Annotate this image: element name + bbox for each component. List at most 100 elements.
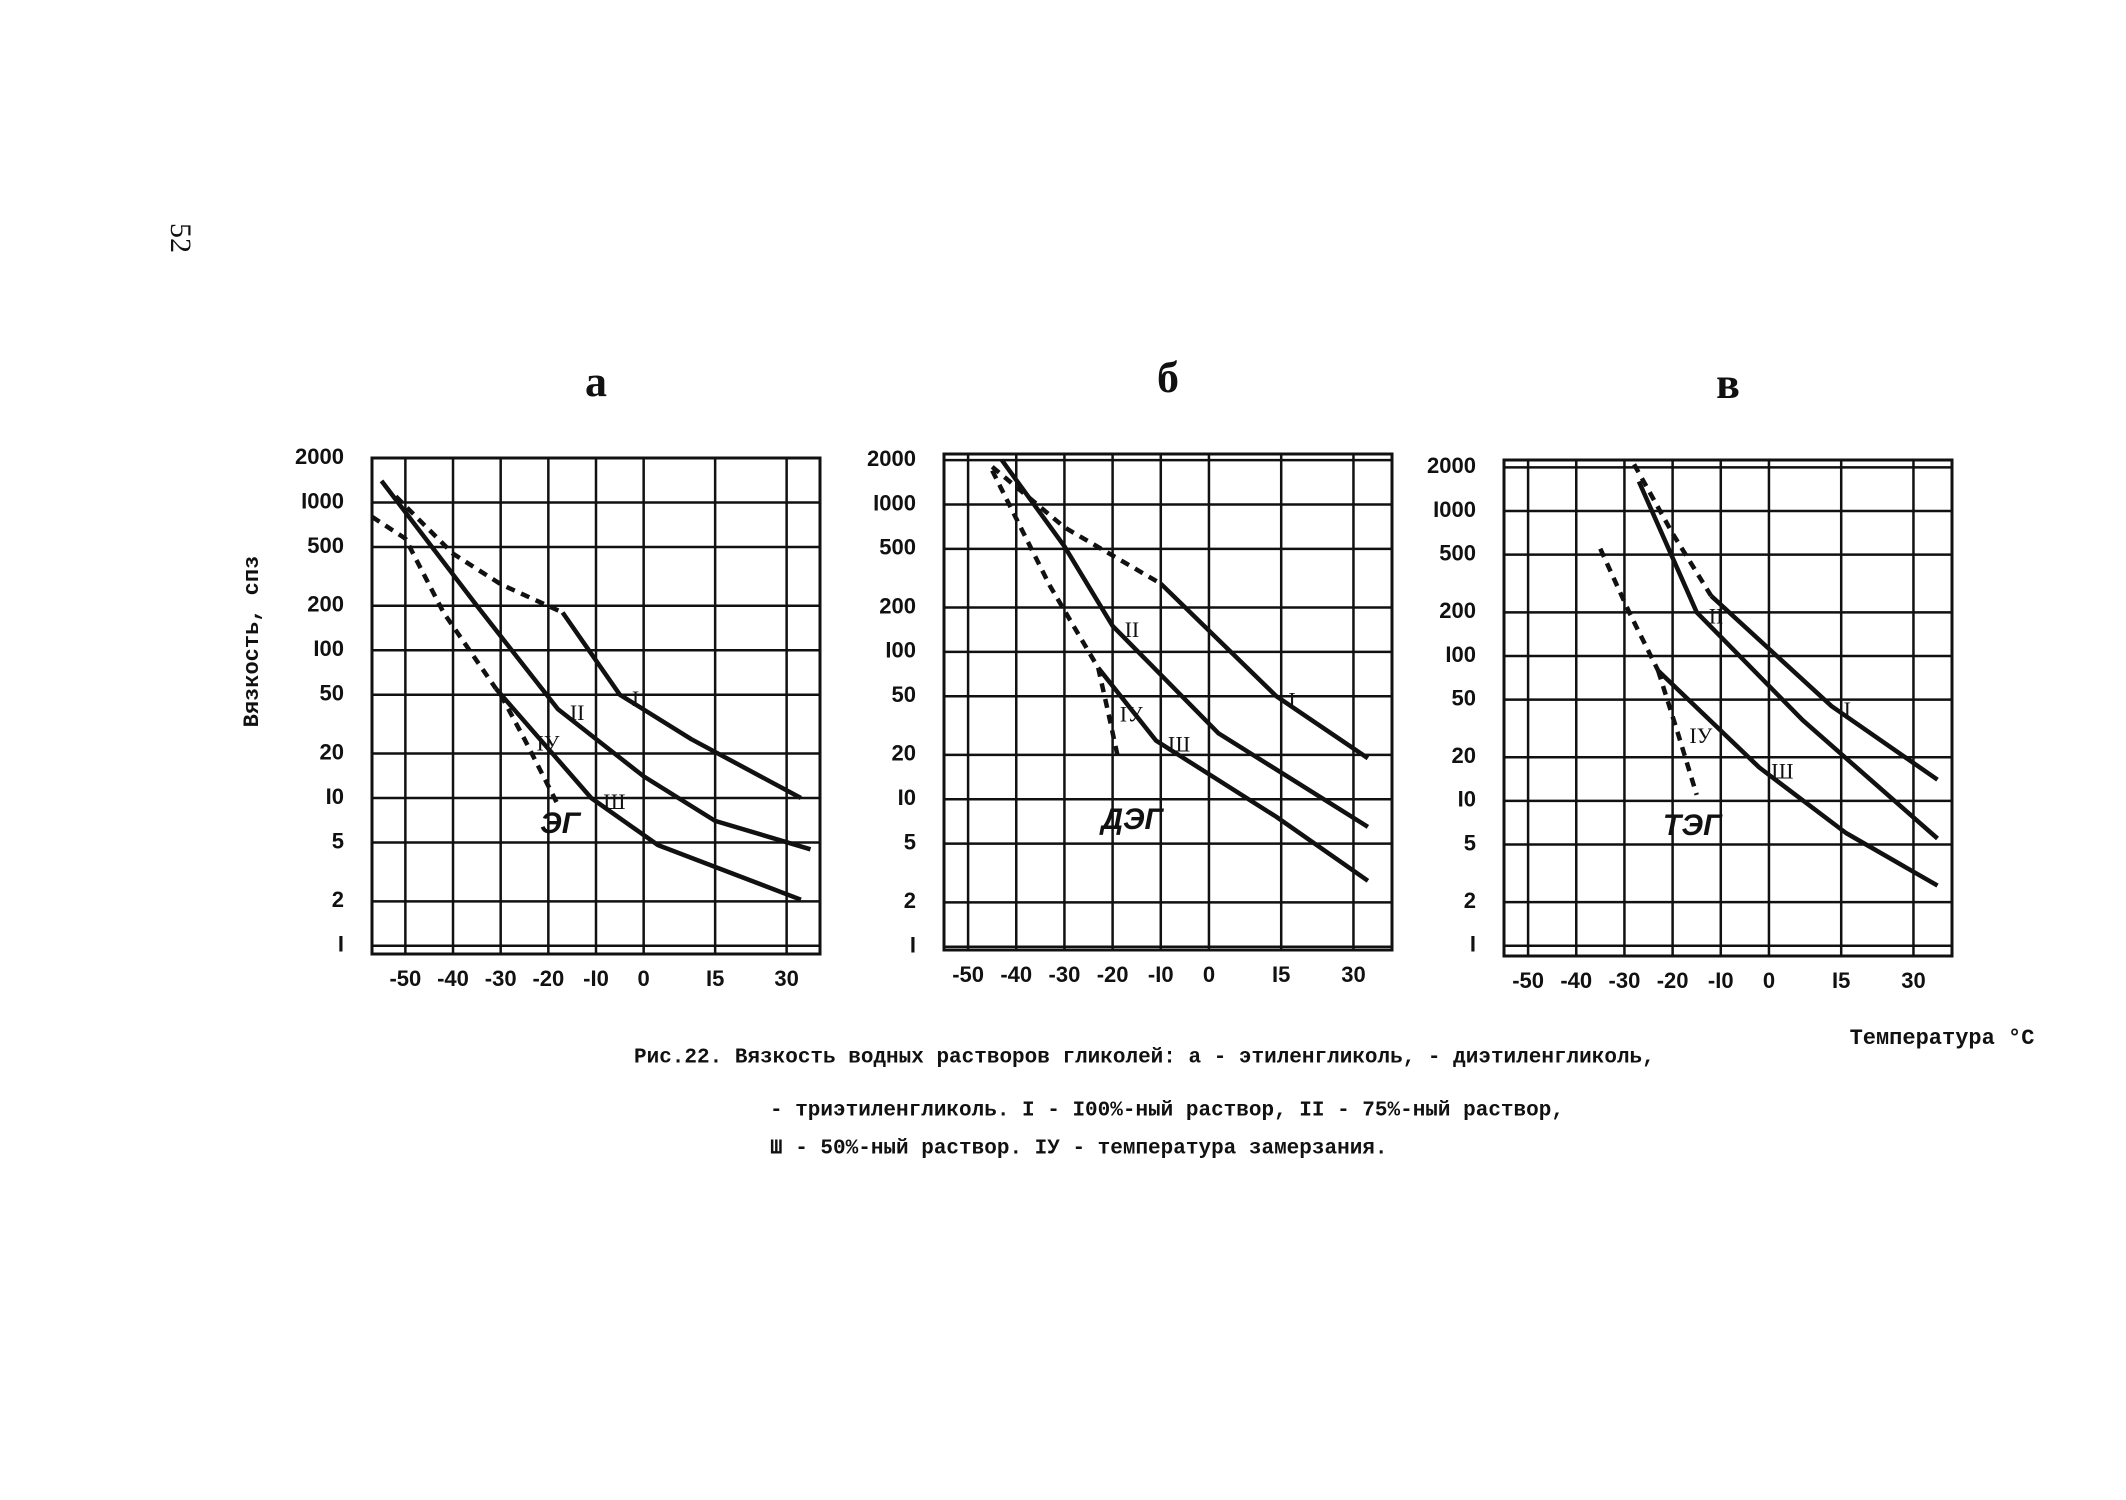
- curve-label: Ш: [603, 789, 625, 814]
- x-tick-label: -I0: [1708, 968, 1734, 993]
- y-tick-label: 20: [892, 741, 916, 766]
- chart-title: в: [1716, 359, 1740, 408]
- y-tick-label: I000: [301, 488, 344, 513]
- chart-label: ДЭГ: [1098, 803, 1164, 836]
- x-tick-label: -30: [1049, 962, 1081, 987]
- y-tick-label: 50: [1452, 685, 1476, 710]
- y-tick-label: 2: [1464, 888, 1476, 913]
- curve: [560, 611, 802, 800]
- curve: [494, 687, 802, 902]
- y-tick-label: I: [910, 933, 916, 958]
- dashed-curve: [990, 465, 1162, 586]
- curve: [1159, 582, 1370, 761]
- page-number: 52: [164, 223, 197, 253]
- curve-label: I: [1844, 697, 1851, 722]
- curve: [379, 479, 812, 852]
- chart-title: а: [585, 357, 607, 406]
- caption-line: - триэтиленгликоль. I - I00%-ный раствор…: [770, 1100, 1564, 1123]
- x-tick-label: -50: [389, 966, 421, 991]
- y-tick-label: I0: [326, 784, 344, 809]
- x-tick-label: -30: [1609, 968, 1641, 993]
- curve-label: I: [632, 686, 639, 711]
- curve-label: II: [1125, 617, 1140, 642]
- caption-line: Ш - 50%-ный раствор. IУ - температура за…: [770, 1138, 1388, 1161]
- x-tick-label: -I0: [1148, 962, 1174, 987]
- x-axis-title: Температура °C: [1850, 1026, 2035, 1051]
- curve: [999, 458, 1370, 829]
- y-tick-label: 20: [1452, 743, 1476, 768]
- y-axis-title: Вязкость, спз: [240, 556, 265, 728]
- y-tick-label: 200: [879, 593, 916, 618]
- y-tick-label: 2000: [295, 444, 344, 469]
- y-tick-label: 500: [879, 535, 916, 560]
- y-tick-label: I: [1470, 932, 1476, 957]
- curve-label: Ш: [1771, 759, 1793, 784]
- y-tick-label: 500: [307, 533, 344, 558]
- x-tick-label: 0: [1763, 968, 1775, 993]
- x-tick-label: 30: [1341, 962, 1365, 987]
- y-tick-label: I000: [1433, 497, 1476, 522]
- dashed-curve: [370, 514, 498, 690]
- curve: [1636, 480, 1939, 841]
- curve-label: IУ: [537, 730, 560, 755]
- y-tick-label: I0: [1458, 787, 1476, 812]
- x-tick-label: I5: [1272, 962, 1290, 987]
- curve-label: I: [1288, 687, 1295, 712]
- x-tick-label: -50: [952, 962, 984, 987]
- x-tick-label: -40: [437, 966, 469, 991]
- x-tick-label: 0: [638, 966, 650, 991]
- y-tick-label: I00: [313, 636, 344, 661]
- x-tick-label: I5: [706, 966, 724, 991]
- curve-label: IУ: [1120, 702, 1143, 727]
- dashed-curve: [1598, 547, 1661, 672]
- y-tick-label: I00: [1445, 642, 1476, 667]
- y-tick-label: I: [338, 932, 344, 957]
- y-tick-label: 200: [307, 592, 344, 617]
- curve: [1656, 669, 1939, 888]
- y-tick-label: I00: [885, 638, 916, 663]
- y-tick-label: 2: [332, 887, 344, 912]
- y-tick-label: 500: [1439, 540, 1476, 565]
- plot-frame: [942, 452, 1394, 952]
- curve-label: Ш: [1168, 732, 1190, 757]
- x-tick-label: -40: [1560, 968, 1592, 993]
- x-tick-label: -20: [1097, 962, 1129, 987]
- curve-label: II: [1709, 603, 1724, 628]
- x-tick-label: -20: [1657, 968, 1689, 993]
- y-tick-label: 50: [320, 681, 344, 706]
- dashed-curve: [1656, 670, 1699, 796]
- y-tick-label: 20: [320, 739, 344, 764]
- x-tick-label: -20: [532, 966, 564, 991]
- plot-frame: [1502, 458, 1954, 958]
- x-tick-label: -50: [1512, 968, 1544, 993]
- y-tick-label: 2: [904, 888, 916, 913]
- curve: [1709, 594, 1939, 782]
- dashed-curve: [498, 693, 560, 806]
- dashed-curve: [1632, 463, 1714, 597]
- chart-title: б: [1157, 353, 1179, 402]
- x-tick-label: I5: [1832, 968, 1850, 993]
- x-tick-label: -30: [485, 966, 517, 991]
- y-tick-label: 5: [1464, 830, 1476, 855]
- curve-label: II: [570, 700, 585, 725]
- y-tick-label: 50: [892, 682, 916, 707]
- caption-line: Рис.22. Вязкость водных растворов гликол…: [634, 1047, 1655, 1070]
- curve-label: IУ: [1689, 723, 1712, 748]
- x-tick-label: -40: [1000, 962, 1032, 987]
- y-tick-label: 5: [904, 829, 916, 854]
- y-tick-label: I000: [873, 490, 916, 515]
- x-tick-label: -I0: [583, 966, 609, 991]
- dashed-curve: [394, 494, 564, 615]
- dashed-curve: [990, 469, 1101, 669]
- x-tick-label: 30: [774, 966, 798, 991]
- x-tick-label: 0: [1203, 962, 1215, 987]
- curve: [1096, 666, 1370, 883]
- x-tick-label: 30: [1901, 968, 1925, 993]
- y-tick-label: 2000: [1427, 453, 1476, 478]
- chart-label: ЭГ: [540, 807, 582, 840]
- y-tick-label: 2000: [867, 446, 916, 471]
- y-tick-label: I0: [898, 785, 916, 810]
- y-tick-label: 5: [332, 828, 344, 853]
